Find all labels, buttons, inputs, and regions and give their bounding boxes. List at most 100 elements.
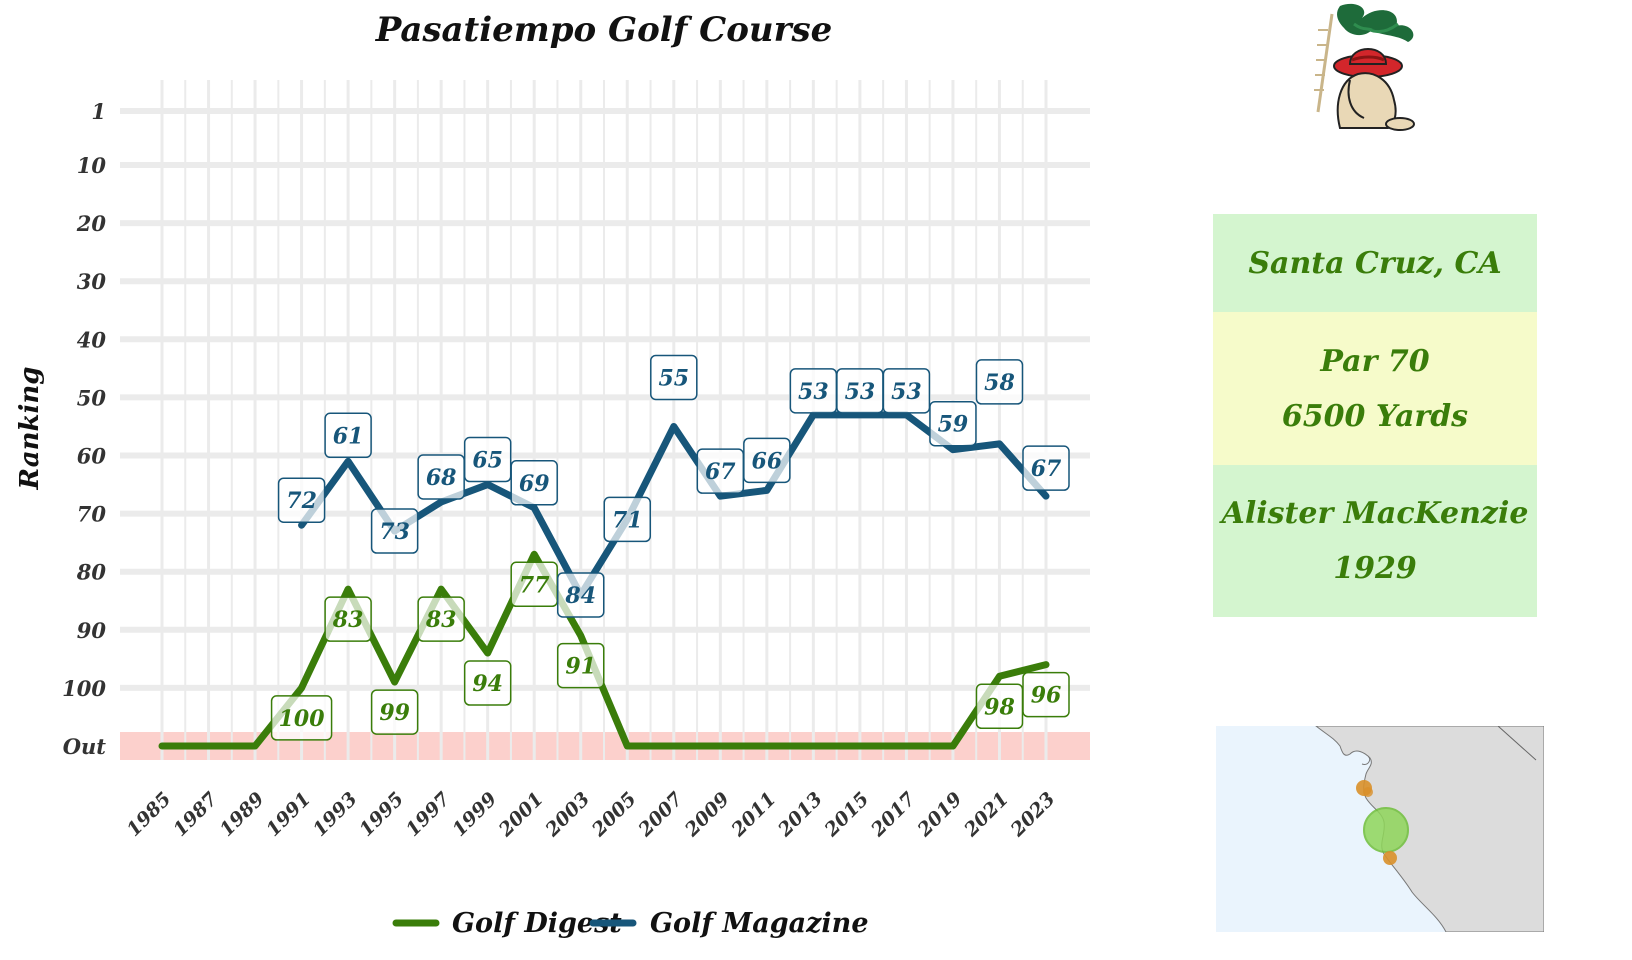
data-label-box-golf-magazine-2007 <box>650 354 698 401</box>
x-tick-1995: 1995 <box>355 788 408 841</box>
data-label-box-golf-digest-1999 <box>463 660 512 706</box>
data-label-golf-magazine-2007: 55 <box>658 365 689 391</box>
x-tick-1985: 1985 <box>123 788 176 841</box>
series-line-golf-digest <box>158 550 1050 750</box>
data-label-box-golf-magazine-2019 <box>929 400 977 447</box>
x-tick-labels: 1985198719891991199319951997199920012003… <box>123 788 1060 842</box>
data-label-box-golf-magazine-2001 <box>510 460 558 506</box>
legend: Golf Digest Golf Magazine <box>392 908 869 939</box>
year-text: 1929 <box>1333 551 1417 586</box>
x-tick-1999: 1999 <box>448 788 501 841</box>
series-line-golf-magazine <box>298 411 1050 599</box>
data-label-golf-magazine-1999: 65 <box>472 448 503 474</box>
x-tick-1987: 1987 <box>169 788 222 841</box>
x-tick-2011: 2011 <box>727 788 781 842</box>
data-label-box-golf-digest-1997 <box>417 596 465 642</box>
y-tick-1: 1 <box>91 99 106 124</box>
y-tick-labels: 1 10 20 30 40 50 60 70 80 90 100 Out <box>62 99 106 759</box>
data-label-golf-magazine-2011: 66 <box>752 448 783 474</box>
location-text: Santa Cruz, CA <box>1248 245 1502 281</box>
data-label-golf-magazine-1997: 68 <box>426 465 457 491</box>
data-label-box-golf-magazine-2003 <box>556 572 605 618</box>
golfer-sombrero-logo-icon <box>1310 0 1430 135</box>
data-labels: 100 83 99 83 94 77 91 98 96 72 61 73 68 65 69 84 71 55 67 6… <box>270 354 1070 741</box>
data-label-box-golf-magazine-1991 <box>277 477 326 523</box>
data-label-golf-magazine-1995: 73 <box>379 519 410 545</box>
x-tick-2017: 2017 <box>866 788 920 842</box>
y-tick-30: 30 <box>77 269 107 294</box>
chart-title: Pasatiempo Golf Course <box>375 10 833 50</box>
data-label-golf-digest-2001: 77 <box>519 572 550 598</box>
data-label-golf-digest-1999: 94 <box>472 671 503 697</box>
data-label-box-golf-magazine-1993 <box>324 412 372 459</box>
y-tick-60: 60 <box>77 444 107 469</box>
data-label-box-golf-digest-2023 <box>1022 671 1070 718</box>
x-tick-2005: 2005 <box>587 788 641 842</box>
data-label-box-golf-magazine-2011 <box>743 437 791 484</box>
data-label-golf-magazine-1993: 61 <box>333 423 364 449</box>
data-label-golf-magazine-1991: 72 <box>286 488 317 514</box>
y-tick-Out: Out <box>63 734 107 759</box>
x-tick-2021: 2021 <box>959 788 1013 842</box>
data-label-golf-magazine-2017: 53 <box>891 379 922 405</box>
legend-label-golf-magazine: Golf Magazine <box>650 908 869 939</box>
yards-text: 6500 Yards <box>1281 398 1469 434</box>
x-tick-2015: 2015 <box>820 788 874 842</box>
y-tick-70: 70 <box>77 502 107 527</box>
x-tick-2023: 2023 <box>1006 788 1060 842</box>
x-tick-2001: 2001 <box>494 788 548 842</box>
data-label-golf-magazine-2019: 59 <box>938 412 969 438</box>
y-tick-80: 80 <box>76 560 107 585</box>
data-label-golf-digest-1997: 83 <box>425 607 457 633</box>
ranking-chart: Pasatiempo Golf Course Ranking 1 10 20 30 40… <box>15 10 1090 939</box>
data-label-golf-digest-2023: 96 <box>1031 683 1062 709</box>
designer-box: Alister MacKenzie 1929 <box>1213 465 1537 617</box>
data-label-box-golf-digest-1993 <box>324 596 372 642</box>
data-label-box-golf-magazine-1999 <box>463 436 512 483</box>
data-label-golf-digest-2003: 91 <box>565 654 596 680</box>
x-tick-1997: 1997 <box>402 788 455 841</box>
data-label-box-golf-digest-2003 <box>556 642 605 689</box>
data-label-golf-magazine-2015: 53 <box>845 379 876 405</box>
x-tick-1993: 1993 <box>309 788 362 841</box>
data-label-box-golf-digest-1991 <box>270 695 333 741</box>
y-tick-100: 100 <box>62 676 106 701</box>
data-label-box-golf-magazine-2021 <box>975 359 1024 405</box>
data-label-box-golf-magazine-1995 <box>370 508 419 554</box>
california-coast-map <box>1216 725 1545 933</box>
x-tick-1989: 1989 <box>216 788 269 841</box>
par-text: Par 70 <box>1320 343 1430 379</box>
data-label-golf-magazine-2023: 67 <box>1031 456 1062 482</box>
x-tick-2003: 2003 <box>541 788 595 842</box>
x-tick-2009: 2009 <box>680 788 734 842</box>
data-label-golf-digest-1993: 83 <box>332 607 364 633</box>
data-label-golf-magazine-2013: 53 <box>798 379 829 405</box>
data-label-box-golf-magazine-2005 <box>603 496 652 543</box>
data-label-box-golf-magazine-2023 <box>1022 445 1070 491</box>
y-tick-90: 90 <box>77 618 107 643</box>
y-tick-40: 40 <box>77 327 107 352</box>
data-label-golf-digest-1991: 100 <box>279 706 326 732</box>
data-label-golf-digest-1995: 99 <box>379 700 410 726</box>
architect-text: Alister MacKenzie <box>1221 496 1529 531</box>
x-tick-2007: 2007 <box>634 788 688 842</box>
data-label-golf-magazine-2001: 69 <box>519 471 550 497</box>
data-label-golf-digest-2021: 98 <box>984 694 1015 720</box>
specs-box: Par 70 6500 Yards <box>1213 312 1537 465</box>
x-tick-1991: 1991 <box>262 788 315 841</box>
data-label-golf-magazine-2003: 84 <box>564 583 596 609</box>
data-label-golf-magazine-2005: 71 <box>612 507 643 533</box>
location-box: Santa Cruz, CA <box>1213 214 1537 312</box>
course-info-panel: Santa Cruz, CA Par 70 6500 Yards Alister… <box>1213 214 1537 617</box>
data-label-box-golf-digest-1995 <box>370 689 419 735</box>
y-axis-label: Ranking <box>15 367 45 491</box>
y-tick-10: 10 <box>77 153 107 178</box>
y-tick-20: 20 <box>76 211 107 236</box>
data-label-box-golf-magazine-2017 <box>882 368 931 414</box>
data-label-golf-magazine-2021: 58 <box>984 370 1015 396</box>
x-tick-2013: 2013 <box>773 788 827 842</box>
y-tick-50: 50 <box>77 385 107 410</box>
series-lines <box>158 411 1050 750</box>
data-label-golf-magazine-2009: 67 <box>705 459 736 485</box>
x-tick-2019: 2019 <box>913 788 967 842</box>
